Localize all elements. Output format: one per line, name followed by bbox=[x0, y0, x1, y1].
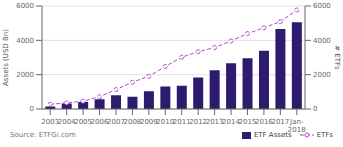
svg-text:Assets (USD Bn): Assets (USD Bn) bbox=[8, 29, 10, 86]
html-text:ETFs: ETFs bbox=[316, 131, 333, 139]
svg-text:2012: 2012 bbox=[189, 118, 207, 126]
html-text:ETF Assets: ETF Assets bbox=[253, 131, 292, 139]
svg-text:2013: 2013 bbox=[206, 118, 224, 126]
svg-text:2014: 2014 bbox=[222, 118, 240, 126]
svg-text:2003: 2003 bbox=[41, 118, 59, 126]
svg-text:2000: 2000 bbox=[313, 71, 331, 79]
svg-text:2015: 2015 bbox=[239, 118, 257, 126]
svg-text:2007: 2007 bbox=[107, 118, 125, 126]
svg-text:4000: 4000 bbox=[313, 37, 331, 45]
svg-text:6000: 6000 bbox=[313, 2, 331, 10]
svg-text:4000: 4000 bbox=[16, 37, 34, 45]
svg-text:2008: 2008 bbox=[123, 118, 141, 126]
svg-text:2006: 2006 bbox=[90, 118, 109, 126]
html-text:Source: ETFGi.com: Source: ETFGi.com bbox=[10, 131, 76, 139]
svg-text:Jan-2018: Jan-2018 bbox=[288, 118, 306, 134]
svg-text:6000: 6000 bbox=[16, 2, 34, 10]
svg-text:2009: 2009 bbox=[140, 118, 158, 126]
svg-text:2016: 2016 bbox=[255, 118, 273, 126]
svg-text:# ETFs: # ETFs bbox=[333, 45, 335, 70]
svg-text:2011: 2011 bbox=[173, 118, 191, 126]
svg-text:2005: 2005 bbox=[74, 118, 92, 126]
svg-text:2000: 2000 bbox=[16, 71, 34, 79]
svg-text:0: 0 bbox=[30, 105, 34, 113]
svg-text:2017: 2017 bbox=[271, 118, 289, 126]
svg-text:2010: 2010 bbox=[156, 118, 174, 126]
svg-text:2004: 2004 bbox=[57, 118, 76, 126]
svg-text:0: 0 bbox=[313, 105, 317, 113]
